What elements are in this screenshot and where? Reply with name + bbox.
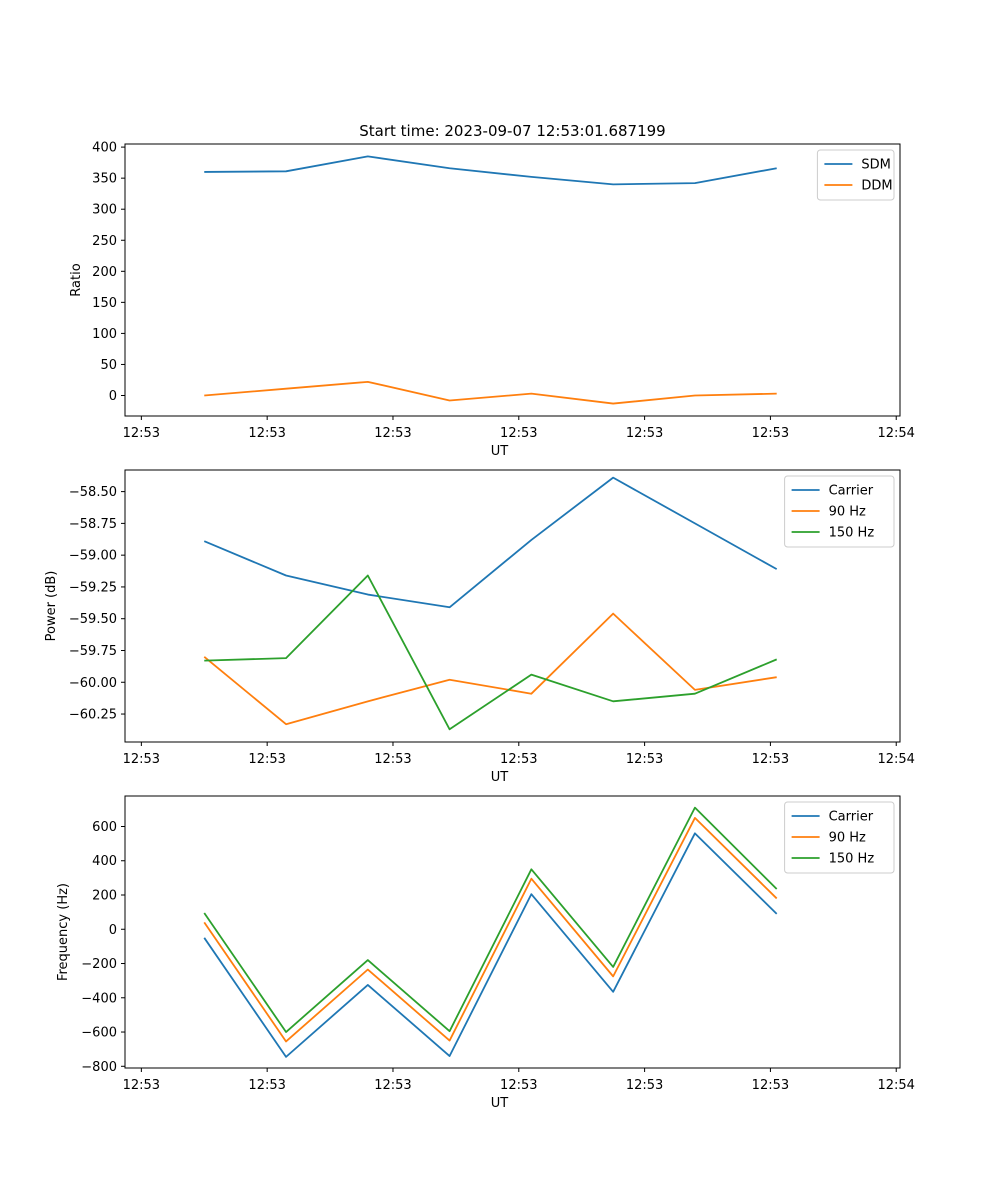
chart1-x-tick-label: 12:54: [877, 426, 914, 441]
chart2-x-tick-label: 12:53: [752, 752, 789, 767]
chart1-series-sdm-line: [204, 155, 777, 186]
chart1-legend-label: DDM: [861, 179, 892, 194]
chart2-x-tick-label: 12:53: [500, 752, 537, 767]
chart2-legend: [784, 475, 895, 548]
chart1-y-tick-label: 0: [109, 389, 117, 404]
chart2-x-axis-label: UT: [491, 770, 509, 785]
chart3-y-tick-label: −800: [81, 1060, 117, 1075]
chart2-y-tick-label: −58.50: [69, 485, 117, 500]
chart1-x-axis-label: UT: [491, 444, 509, 459]
chart2-plot-frame: [124, 469, 901, 743]
chart1-y-tick-label: 200: [92, 265, 117, 280]
chart1-y-tick-label: 100: [92, 327, 117, 342]
chart3-x-tick-label: 12:53: [123, 1078, 160, 1093]
chart2-y-tick-label: −59.00: [69, 549, 117, 564]
chart2-legend-label: 90 Hz: [829, 505, 866, 520]
chart3-y-tick-label: −200: [81, 957, 117, 972]
chart2-legend-label: Carrier: [829, 484, 874, 499]
chart2-x-tick-label: 12:53: [626, 752, 663, 767]
chart1-x-tick-label: 12:53: [248, 426, 285, 441]
chart1-plot-frame: [124, 143, 901, 417]
chart1-y-tick-label: 250: [92, 234, 117, 249]
chart3-x-tick-label: 12:53: [500, 1078, 537, 1093]
chart2-series-150-hz-line: [204, 574, 778, 731]
chart3-legend-label: 90 Hz: [829, 831, 866, 846]
chart3-x-tick-label: 12:54: [877, 1078, 914, 1093]
chart3-y-tick-label: −400: [81, 991, 117, 1006]
chart1-x-tick-label: 12:53: [626, 426, 663, 441]
chart3-y-tick-label: 0: [109, 923, 117, 938]
chart1: 12:53 12:53 12:53 12:53 12:53 12:53 12:54 0 50 10…: [69, 141, 915, 459]
chart3-x-axis-label: UT: [491, 1096, 509, 1111]
chart2-series-90-hz-line: [203, 612, 777, 726]
chart2-y-tick-label: −60.25: [69, 708, 117, 723]
chart3-x-tick-label: 12:53: [374, 1078, 411, 1093]
chart1-y-axis-label: Ratio: [69, 263, 84, 296]
chart2-y-axis-label: Power (dB): [44, 571, 59, 642]
chart3-legend: [784, 801, 895, 874]
chart1-y-tick-label: 300: [92, 203, 117, 218]
chart3-x-tick-label: 12:53: [248, 1078, 285, 1093]
chart3-series-150-hz-line: [203, 806, 778, 1033]
chart1-x-tick-label: 12:53: [123, 426, 160, 441]
chart2-x-tick-label: 12:53: [123, 752, 160, 767]
chart3-legend-label: Carrier: [829, 810, 874, 825]
chart3-legend-label: 150 Hz: [829, 852, 875, 867]
chart2-series-carrier-line: [203, 476, 778, 609]
chart1-x-tick-label: 12:53: [374, 426, 411, 441]
chart1-y-tick-label: 400: [92, 141, 117, 156]
chart3-series-carrier-line: [203, 832, 778, 1058]
chart2-y-tick-label: −59.25: [69, 580, 117, 595]
chart1-series-ddm-line: [204, 380, 777, 405]
chart2-y-tick-label: −58.75: [69, 517, 117, 532]
chart3-y-tick-label: 200: [92, 889, 117, 904]
chart3-plot-frame: [124, 795, 901, 1069]
chart2-y-tick-label: −59.50: [69, 612, 117, 627]
chart3-series-90-hz-line: [203, 817, 778, 1043]
chart1-legend-label: SDM: [861, 158, 890, 173]
chart2-x-tick-label: 12:53: [374, 752, 411, 767]
chart1-y-tick-label: 150: [92, 296, 117, 311]
chart1-y-tick-label: 50: [100, 358, 117, 373]
chart3-y-axis-label: Frequency (Hz): [56, 883, 71, 981]
chart2-x-tick-label: 12:54: [877, 752, 914, 767]
chart2: 12:53 12:53 12:53 12:53 12:53 12:53 12:54 −60.2…: [44, 469, 915, 785]
chart1-x-tick-label: 12:53: [752, 426, 789, 441]
chart3-x-tick-label: 12:53: [752, 1078, 789, 1093]
chart3-y-tick-label: −600: [81, 1026, 117, 1041]
chart3-y-tick-label: 400: [92, 854, 117, 869]
chart3-x-tick-label: 12:53: [626, 1078, 663, 1093]
chart2-y-tick-label: −59.75: [69, 644, 117, 659]
chart1-legend: [816, 149, 895, 201]
figure-title: Start time: 2023-09-07 12:53:01.687199: [359, 122, 665, 140]
chart3-y-tick-label: 600: [92, 820, 117, 835]
chart2-legend-label: 150 Hz: [829, 526, 875, 541]
chart1-x-tick-label: 12:53: [500, 426, 537, 441]
chart3: 12:53 12:53 12:53 12:53 12:53 12:53 12:54 −800 −…: [56, 795, 915, 1111]
chart2-y-tick-label: −60.00: [69, 676, 117, 691]
chart1-y-tick-label: 350: [92, 172, 117, 187]
chart2-x-tick-label: 12:53: [248, 752, 285, 767]
